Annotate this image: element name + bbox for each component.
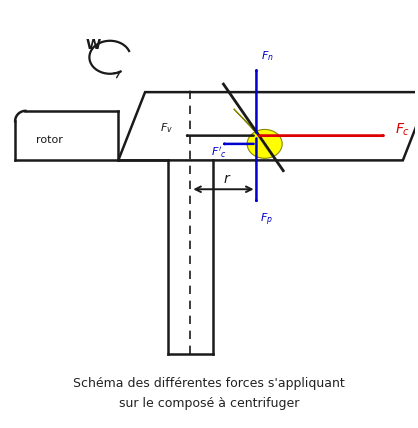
Text: $F_c$: $F_c$ (395, 122, 410, 138)
Text: $F_p$: $F_p$ (260, 212, 273, 228)
Polygon shape (234, 109, 260, 138)
Text: sur le composé à centrifuger: sur le composé à centrifuger (119, 397, 299, 410)
Text: Schéma des différentes forces s'appliquant: Schéma des différentes forces s'appliqua… (73, 377, 345, 389)
Text: $F'_c$: $F'_c$ (211, 146, 227, 160)
Ellipse shape (247, 129, 282, 158)
Text: W: W (86, 38, 101, 52)
Text: $F_n$: $F_n$ (261, 49, 274, 63)
Text: rotor: rotor (36, 135, 63, 145)
Text: $F_v$: $F_v$ (160, 122, 173, 135)
Text: $r$: $r$ (223, 172, 232, 186)
